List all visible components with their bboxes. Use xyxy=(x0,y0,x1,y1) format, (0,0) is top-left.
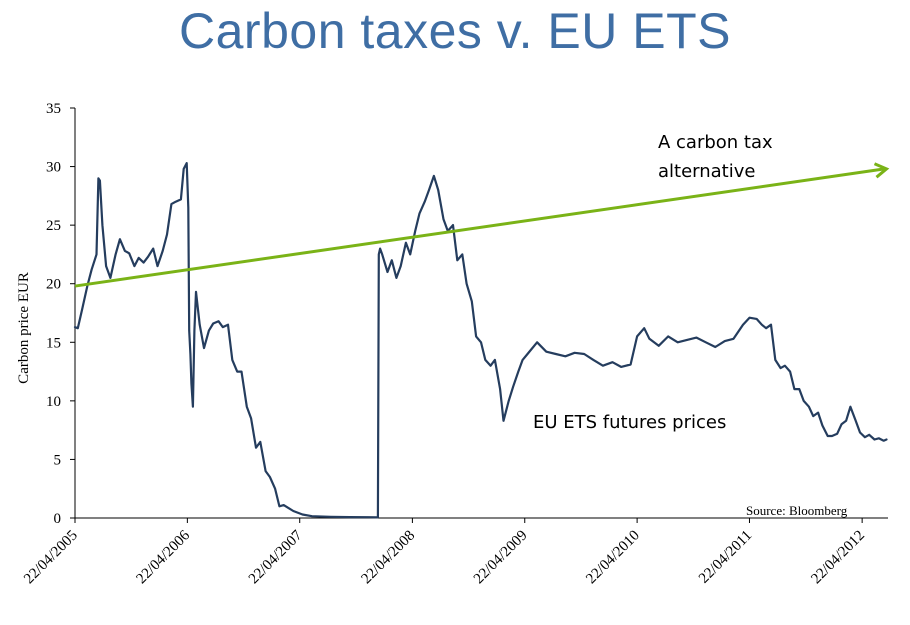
carbon-tax-line xyxy=(74,167,885,288)
y-tick-label: 30 xyxy=(46,160,61,176)
y-tick-label: 0 xyxy=(54,511,62,527)
x-tick-label: 22/04/2010 xyxy=(583,528,643,588)
y-tick-label: 20 xyxy=(46,277,61,293)
tax-label-line2: alternative xyxy=(658,161,755,182)
y-tick-label: 15 xyxy=(46,335,61,351)
x-tick-label: 22/04/2008 xyxy=(359,528,419,588)
y-tick-label: 25 xyxy=(46,218,61,234)
y-tick-label: 35 xyxy=(46,101,61,117)
y-axis-label: Carbon price EUR xyxy=(16,272,32,384)
y-tick-labels: 0 5 10 15 20 25 30 35 xyxy=(46,101,75,527)
chart-axes xyxy=(74,108,888,519)
x-tick-label: 22/04/2007 xyxy=(246,527,306,587)
y-tick-label: 5 xyxy=(54,452,62,468)
slide-title: Carbon taxes v. EU ETS xyxy=(179,3,731,59)
source-label: Source: Bloomberg xyxy=(746,503,848,518)
x-tick-labels: 22/04/2005 22/04/2006 22/04/2007 22/04/2008… xyxy=(21,518,868,587)
tax-label-line1: A carbon tax xyxy=(658,132,773,153)
y-tick-label: 10 xyxy=(46,394,61,410)
ets-price-line xyxy=(73,162,888,519)
ets-label: EU ETS futures prices xyxy=(533,412,726,433)
carbon-tax-arrowhead xyxy=(873,162,890,179)
x-tick-label: 22/04/2006 xyxy=(134,527,194,587)
x-tick-label: 22/04/2009 xyxy=(471,528,531,588)
x-tick-label: 22/04/2011 xyxy=(696,528,755,587)
x-tick-label: 22/04/2005 xyxy=(21,528,81,588)
x-tick-label: 22/04/2012 xyxy=(808,528,868,588)
